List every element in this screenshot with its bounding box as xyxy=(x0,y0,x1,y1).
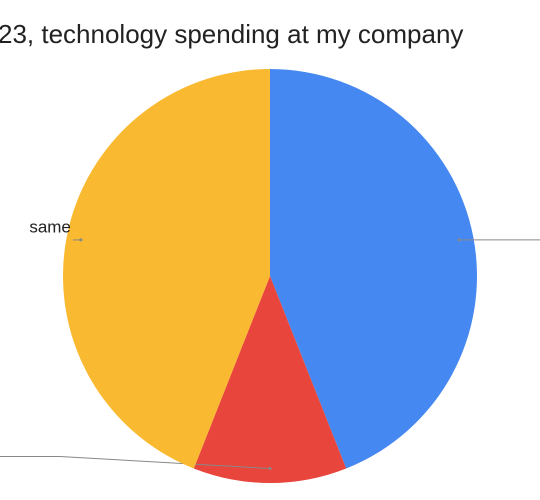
chart-title: 23, technology spending at my company xyxy=(0,19,463,49)
leader-dot xyxy=(268,467,272,471)
leader-line xyxy=(0,456,271,470)
pie-slice xyxy=(193,276,347,483)
pie-slice xyxy=(270,69,478,469)
slice-label: same xyxy=(29,217,71,236)
leader-dot xyxy=(457,238,461,242)
pie-slice xyxy=(62,69,270,469)
leader-dot xyxy=(79,238,83,242)
